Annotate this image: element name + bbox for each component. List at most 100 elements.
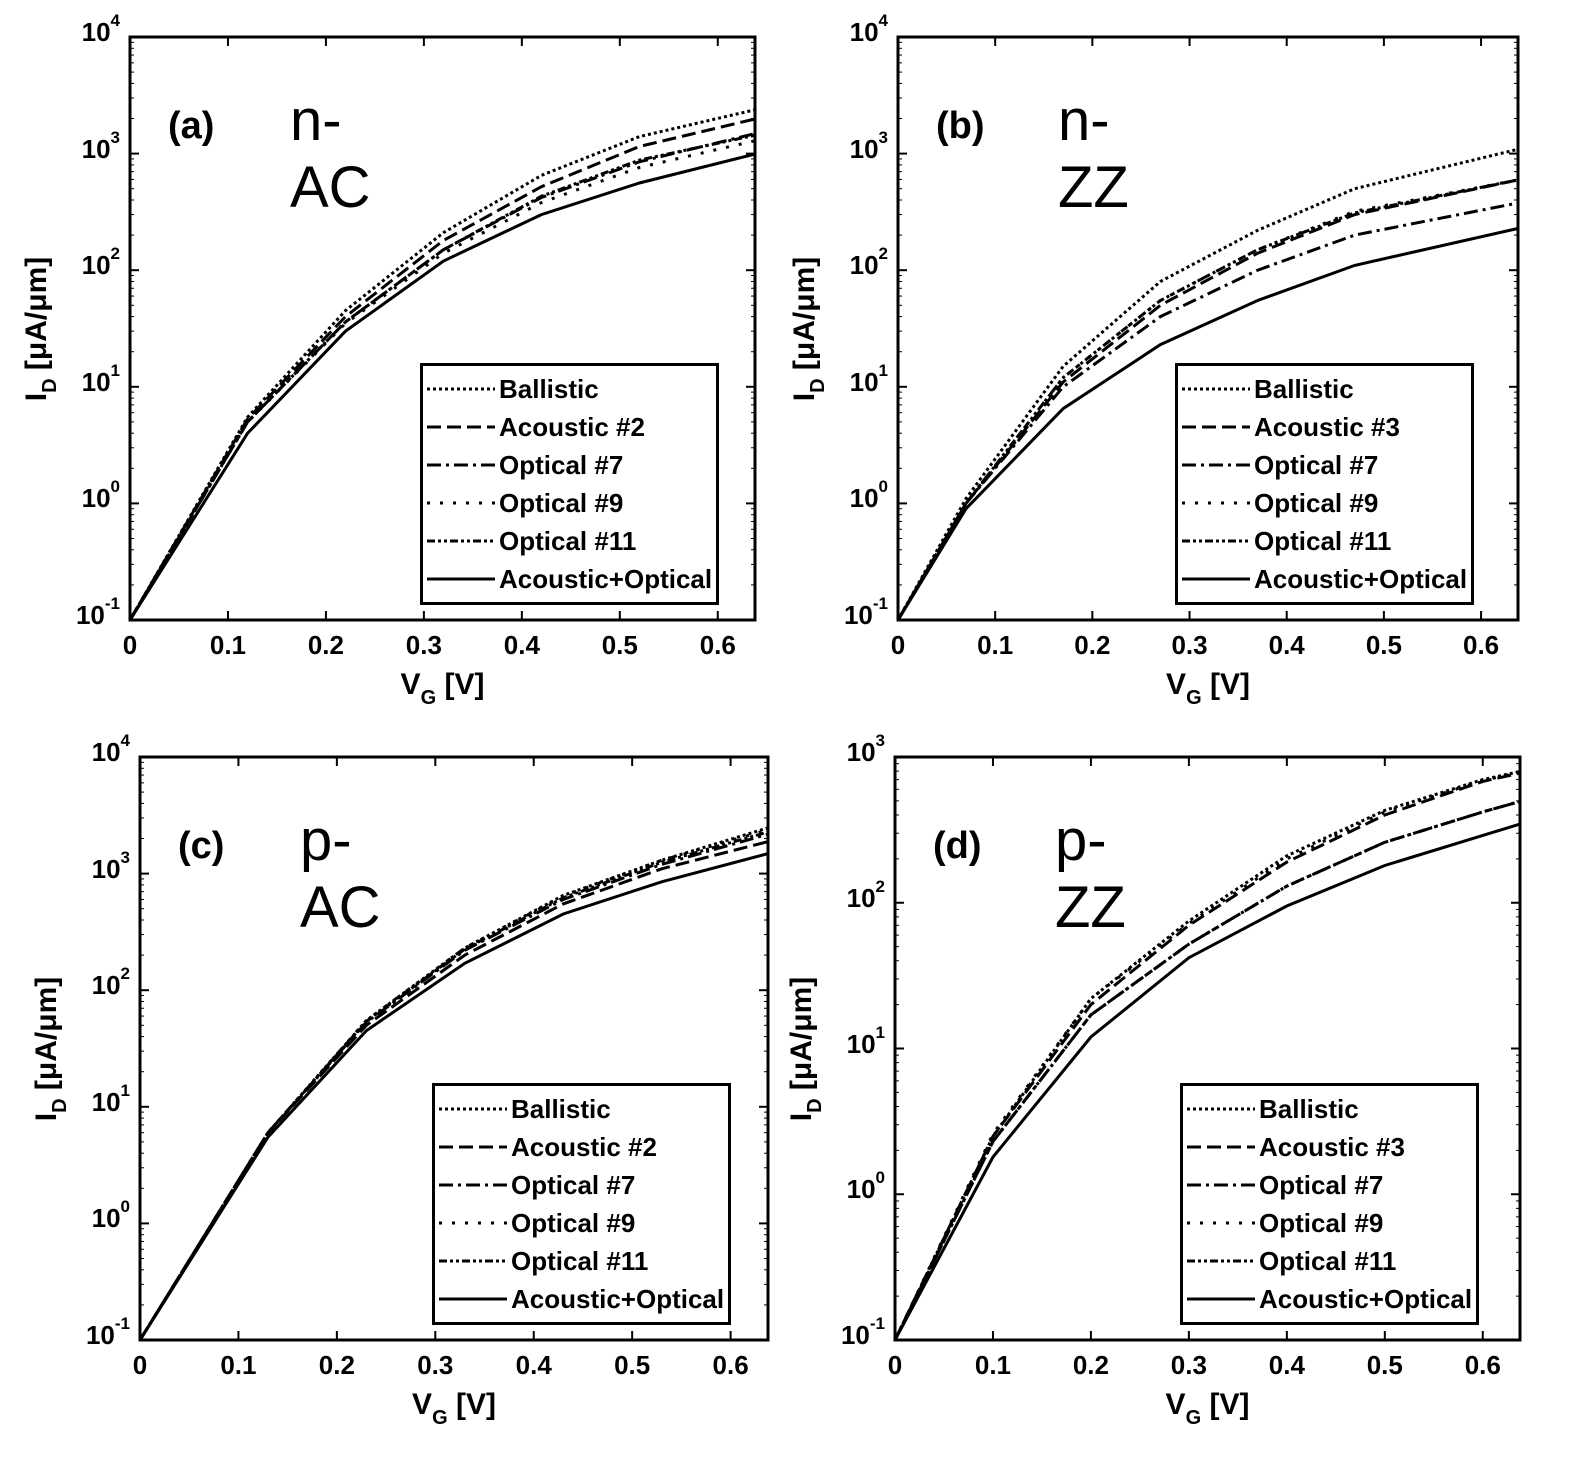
y-label-main: I (20, 392, 53, 401)
y-tick-label: 102 (20, 244, 120, 281)
y-label-subscript: D (39, 377, 61, 393)
y-axis-label: ID [μA/μm] (30, 899, 71, 1199)
panel-title: p-ZZ (1055, 808, 1126, 940)
legend-item: Acoustic #3 (1182, 408, 1467, 446)
y-tick-label: 101 (30, 1081, 130, 1118)
y-tick-exponent: -1 (872, 594, 888, 613)
y-tick-label: 100 (788, 477, 888, 514)
legend-item: Acoustic #3 (1187, 1128, 1472, 1166)
legend-line-sample (439, 1259, 507, 1263)
legend-label: Acoustic+Optical (499, 563, 713, 594)
legend-label: Optical #11 (1259, 1245, 1397, 1276)
legend-item: Acoustic+Optical (427, 560, 712, 598)
legend-line-sample (1187, 1221, 1255, 1225)
y-tick-base: 10 (91, 1203, 121, 1234)
panel-label: (c) (178, 825, 225, 867)
y-tick-exponent: 2 (878, 244, 888, 264)
y-tick-base: 10 (91, 970, 121, 1001)
legend-line-sample (1187, 1145, 1255, 1149)
x-label-subscript: G (1185, 1407, 1202, 1429)
y-tick-exponent: 2 (120, 964, 130, 984)
y-axis-label: ID [μA/μm] (20, 179, 61, 479)
y-tick-base: 10 (846, 1174, 876, 1205)
y-tick-exponent: 0 (110, 477, 120, 497)
legend: Ballistic Acoustic #3 Optical #7 Optical #9… (1180, 1083, 1480, 1325)
y-tick-base: 10 (843, 600, 873, 630)
x-tick-label: 0.1 (977, 630, 1014, 660)
y-tick-exponent: 1 (875, 1022, 885, 1042)
y-label-main: I (788, 392, 821, 401)
panel-label: (d) (933, 825, 982, 867)
y-tick-exponent: 0 (875, 1168, 885, 1188)
y-tick-exponent: -1 (869, 1314, 885, 1333)
x-tick-label: 0.1 (220, 1350, 257, 1380)
legend-item: Acoustic+Optical (439, 1280, 724, 1318)
series-line-acoustic-optical (130, 152, 755, 620)
legend-item: Optical #9 (1187, 1204, 1472, 1242)
x-label-main: V (1166, 668, 1187, 701)
y-tick-label: 104 (788, 11, 888, 48)
y-tick-base: 10 (81, 366, 111, 397)
y-label-subscript: D (49, 1097, 71, 1113)
legend: Ballistic Acoustic #2 Optical #7 Optical #9… (432, 1083, 732, 1325)
panel-title: n-AC (290, 88, 371, 220)
y-tick-label: 102 (30, 964, 130, 1001)
legend-label: Optical #7 (1259, 1169, 1384, 1200)
y-tick-exponent: 1 (878, 360, 888, 380)
y-axis-label: ID [μA/μm] (788, 179, 829, 479)
x-label-main: V (1165, 1388, 1186, 1421)
legend-line-sample (1182, 501, 1250, 505)
x-tick-label: 0.2 (1074, 630, 1111, 660)
x-label-main: V (412, 1388, 433, 1421)
x-axis-label: VG [V] (354, 1388, 554, 1429)
axes-frame (896, 35, 1520, 622)
legend-line-sample (1187, 1183, 1255, 1187)
legend-item: Optical #9 (439, 1204, 724, 1242)
legend-line-sample (427, 425, 495, 429)
legend-item: Acoustic+Optical (1187, 1280, 1472, 1318)
x-tick-label: 0.2 (307, 630, 344, 660)
y-tick-exponent: 3 (120, 847, 130, 867)
series-line-acoustic-optical (898, 226, 1518, 620)
y-label-subscript: D (804, 1097, 826, 1113)
legend-label: Optical #9 (499, 487, 624, 518)
legend-item: Optical #11 (1182, 522, 1467, 560)
x-tick-label: 0.6 (1462, 630, 1500, 660)
y-tick-label: 103 (30, 848, 130, 885)
y-tick-label: 10-1 (785, 1314, 885, 1351)
x-tick-label: 0.3 (1170, 1350, 1207, 1380)
panel-label: (b) (936, 105, 985, 147)
y-tick-label: 100 (20, 477, 120, 514)
legend-item: Optical #11 (439, 1242, 724, 1280)
y-tick-label: 102 (788, 244, 888, 281)
y-label-main: I (785, 1112, 818, 1121)
x-tick-label: 0.5 (1366, 1350, 1403, 1380)
y-tick-exponent: -1 (114, 1314, 130, 1333)
y-tick-base: 10 (846, 1028, 876, 1059)
series-line-ballistic (130, 108, 755, 620)
y-tick-exponent: 3 (110, 127, 120, 147)
y-tick-exponent: -1 (104, 594, 120, 613)
y-label-unit: [μA/μm] (20, 256, 53, 378)
axes-frame (138, 755, 770, 1342)
legend-line-sample (439, 1183, 507, 1187)
x-tick-label: 0.4 (1268, 630, 1305, 660)
x-tick-label: 0.5 (614, 1350, 651, 1380)
legend-label: Optical #7 (1254, 449, 1379, 480)
y-tick-base: 10 (75, 600, 105, 630)
y-tick-label: 10-1 (20, 594, 120, 631)
plot-area (128, 35, 757, 622)
legend-label: Optical #11 (499, 525, 637, 556)
legend-label: Ballistic (1254, 373, 1354, 404)
legend-line-sample (1187, 1107, 1255, 1111)
y-tick-exponent: 2 (875, 876, 885, 896)
y-tick-exponent: 4 (120, 731, 130, 750)
x-axis-label: VG [V] (343, 668, 543, 709)
legend-label: Optical #11 (1254, 525, 1392, 556)
legend-item: Ballistic (439, 1090, 724, 1128)
y-tick-label: 104 (20, 11, 120, 48)
legend-line-sample (1182, 425, 1250, 429)
x-tick-label: 0.1 (974, 1350, 1012, 1380)
series-line-acoustic-3 (895, 771, 1520, 1340)
y-tick-label: 100 (30, 1197, 130, 1234)
